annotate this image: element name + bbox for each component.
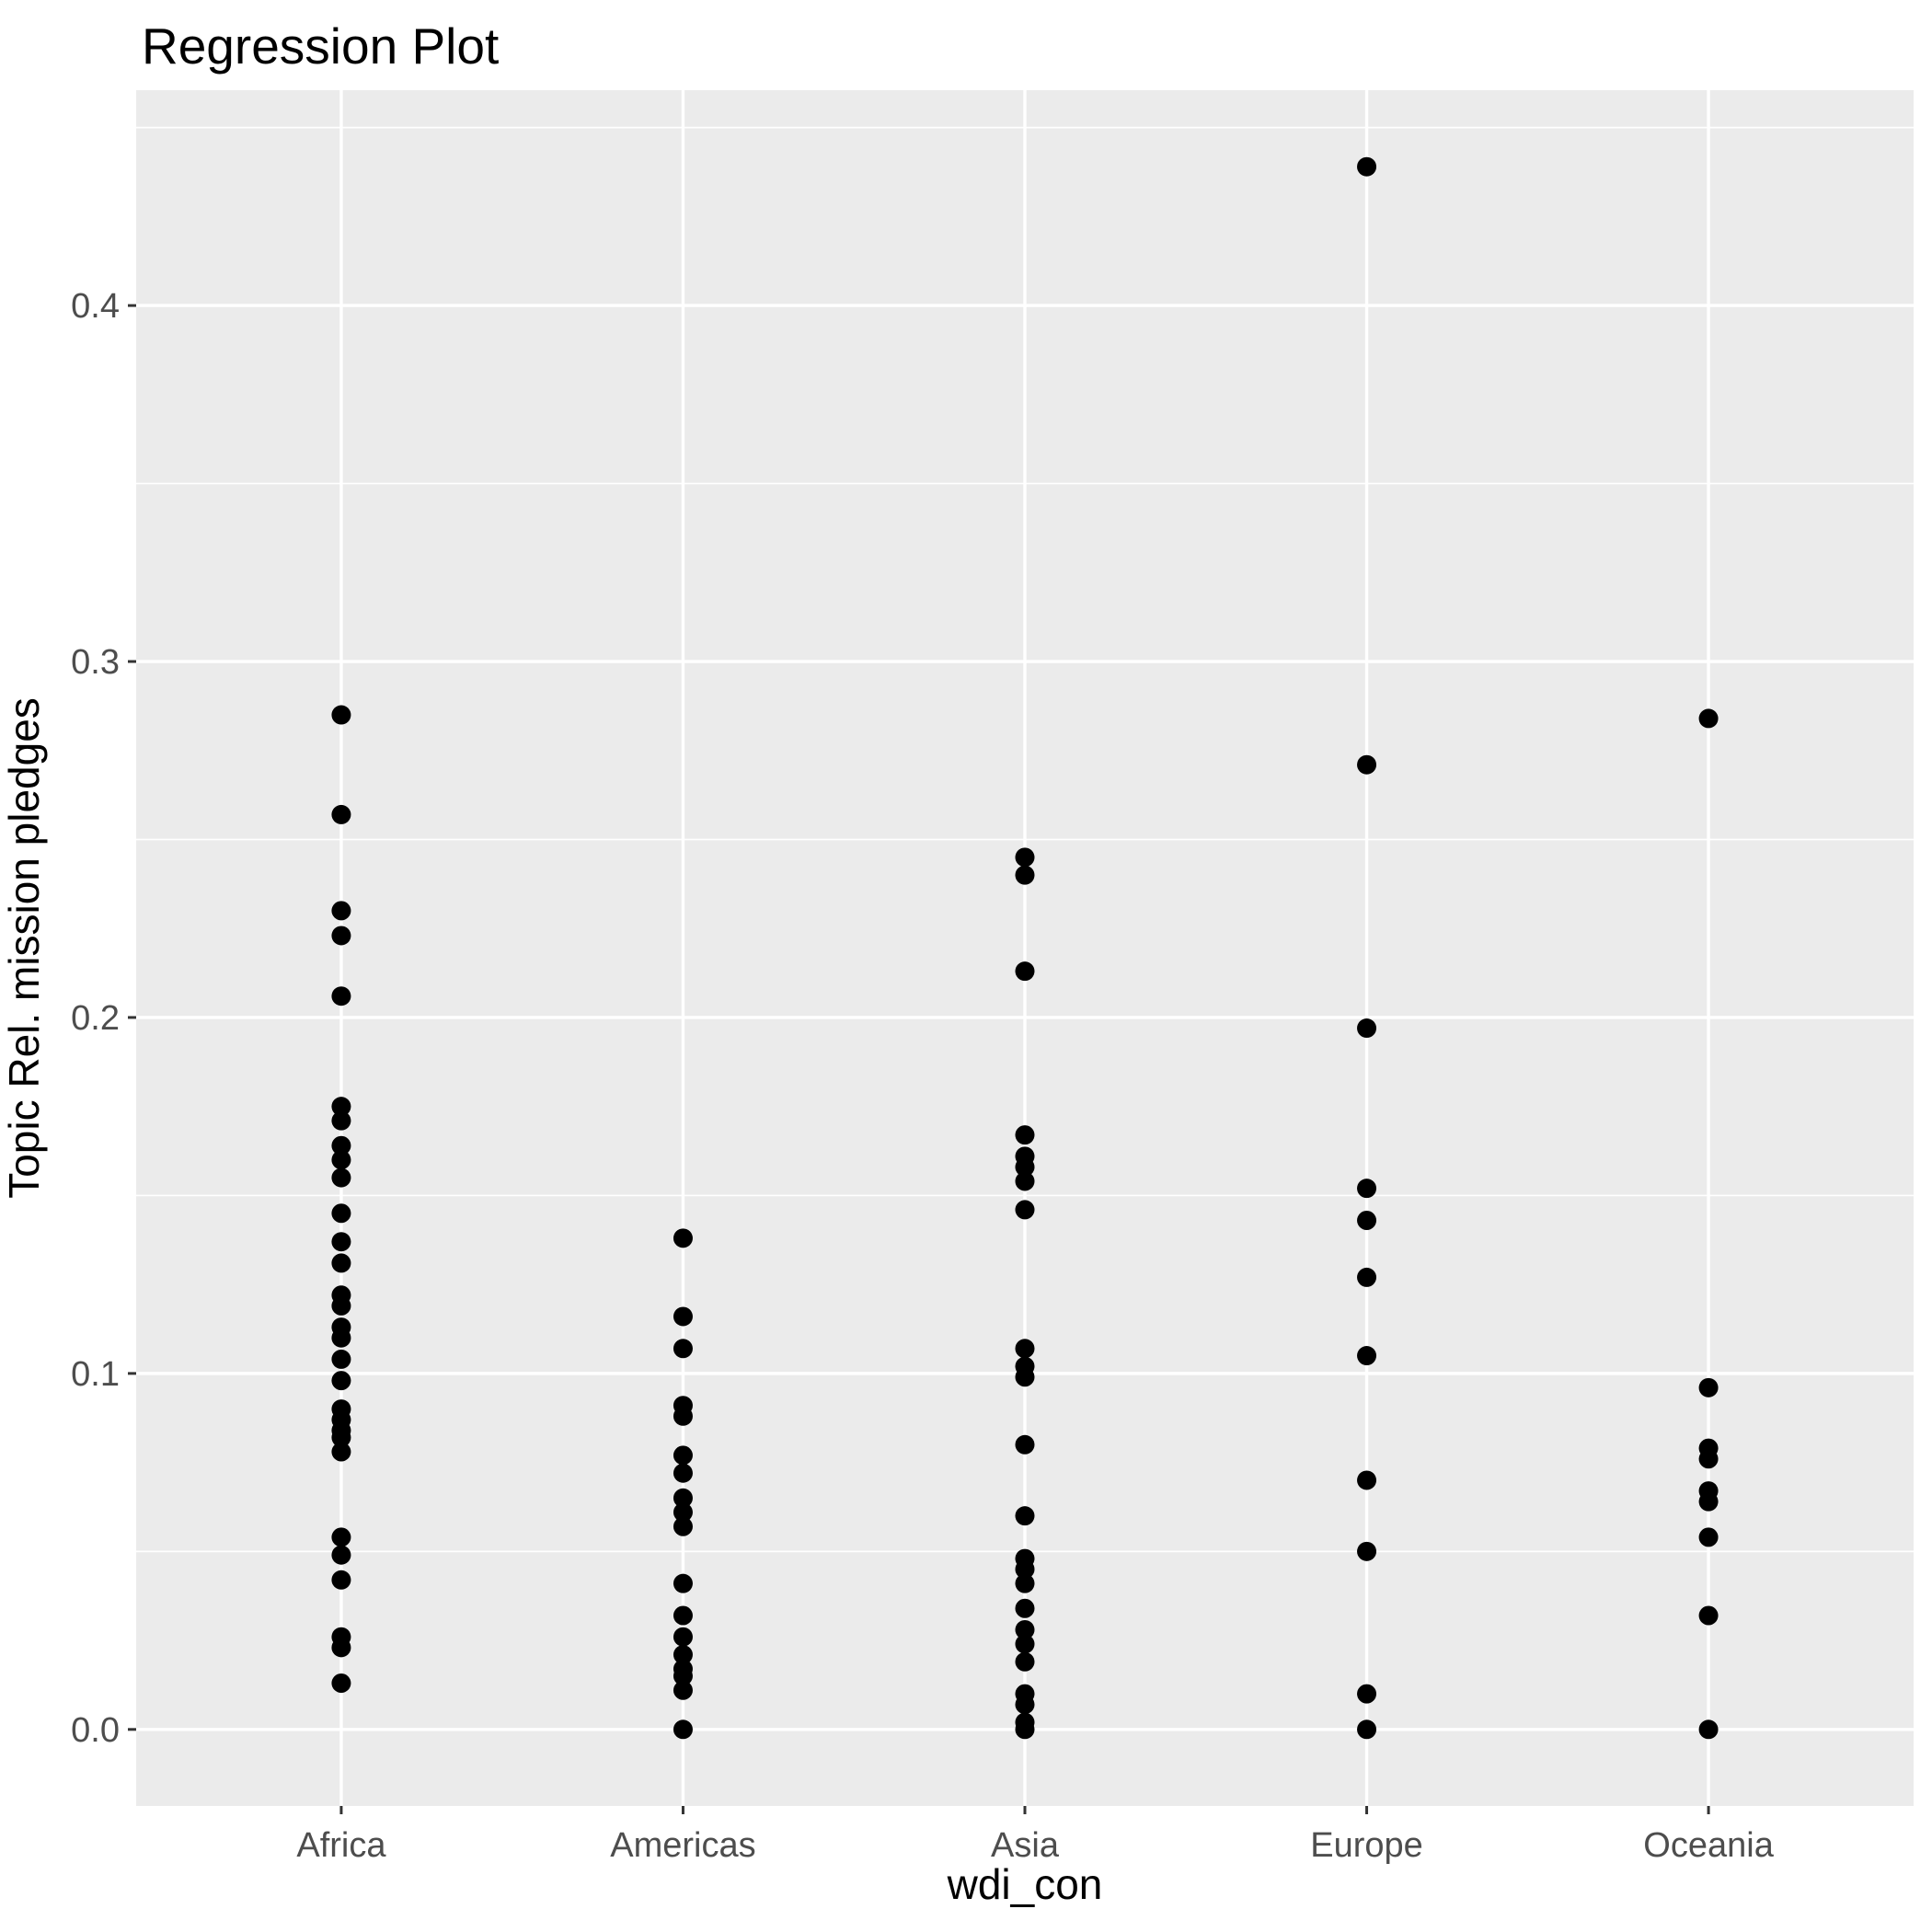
data-point [331, 1232, 351, 1252]
data-point [1357, 1470, 1377, 1490]
data-point [673, 1306, 693, 1327]
data-point [1698, 1527, 1719, 1547]
data-point [673, 1463, 693, 1483]
data-point [1357, 1179, 1377, 1199]
data-point [1357, 1719, 1377, 1740]
data-point [331, 1328, 351, 1348]
y-tick-label: 0.4 [71, 287, 120, 326]
y-tick-label: 0.1 [71, 1355, 120, 1394]
x-axis-title: wdi_con [947, 1860, 1103, 1908]
data-point [1357, 156, 1377, 177]
data-point [1015, 1598, 1035, 1618]
data-point [331, 1110, 351, 1131]
data-point [331, 1428, 351, 1448]
data-point [1015, 1634, 1035, 1654]
x-tick-label: Americas [610, 1826, 755, 1865]
data-point [1015, 1559, 1035, 1580]
data-point [1698, 1449, 1719, 1469]
data-point [331, 1203, 351, 1224]
data-point [331, 1349, 351, 1369]
data-point [331, 804, 351, 824]
data-point [331, 1253, 351, 1273]
data-point [1698, 1719, 1719, 1740]
data-point [1357, 1684, 1377, 1704]
data-point [331, 1371, 351, 1391]
data-point [673, 1228, 693, 1248]
data-point [1357, 1541, 1377, 1561]
data-point [1015, 1619, 1035, 1639]
data-point [673, 1502, 693, 1523]
data-point [331, 901, 351, 921]
data-point [331, 1545, 351, 1565]
data-point [673, 1645, 693, 1665]
data-point [1015, 1339, 1035, 1359]
data-point [331, 1638, 351, 1658]
data-point [331, 1527, 351, 1547]
data-point [331, 1097, 351, 1117]
data-point [1357, 1018, 1377, 1039]
data-point [673, 1339, 693, 1359]
data-point [673, 1573, 693, 1593]
data-point [1357, 1267, 1377, 1287]
y-tick-label: 0.3 [71, 643, 120, 682]
data-point [673, 1719, 693, 1740]
data-point [1015, 1695, 1035, 1715]
data-point [1015, 1171, 1035, 1191]
y-tick-label: 0.0 [71, 1711, 120, 1750]
data-point [1357, 1211, 1377, 1231]
data-point [1015, 865, 1035, 885]
data-point [331, 1442, 351, 1462]
x-tick-label: Africa [296, 1826, 386, 1865]
data-point [1015, 1434, 1035, 1455]
plot-title: Regression Plot [142, 17, 500, 75]
x-tick-label: Europe [1310, 1826, 1423, 1865]
data-point [673, 1445, 693, 1466]
data-point [673, 1605, 693, 1626]
data-point [1015, 961, 1035, 982]
data-point [1015, 1200, 1035, 1220]
data-point [331, 1673, 351, 1694]
data-point [331, 1135, 351, 1156]
data-point [1698, 708, 1719, 729]
y-tick-label: 0.2 [71, 999, 120, 1038]
y-axis-title: Topic Rel. mission pledges [0, 697, 48, 1199]
data-point [1015, 1367, 1035, 1387]
data-point [673, 1406, 693, 1426]
data-point [1357, 754, 1377, 775]
data-point [673, 1680, 693, 1700]
data-point [331, 1150, 351, 1170]
data-point [331, 705, 351, 725]
data-point [1015, 1125, 1035, 1145]
data-point [331, 986, 351, 1006]
data-point [331, 1167, 351, 1188]
x-tick-label: Asia [991, 1826, 1060, 1865]
data-point [673, 1627, 693, 1647]
data-point [1357, 1346, 1377, 1366]
data-point [673, 1488, 693, 1508]
data-point [1015, 1573, 1035, 1593]
data-point [331, 1295, 351, 1316]
data-point [1015, 1156, 1035, 1177]
data-point [1015, 1506, 1035, 1526]
data-point [1015, 1719, 1035, 1740]
data-point [1698, 1605, 1719, 1626]
data-point [1015, 1651, 1035, 1672]
data-point [1015, 847, 1035, 868]
x-tick-label: Oceania [1643, 1826, 1774, 1865]
data-point [673, 1516, 693, 1536]
data-point [1698, 1491, 1719, 1512]
data-point [673, 1666, 693, 1686]
data-point [1698, 1377, 1719, 1397]
data-point [331, 926, 351, 946]
data-point [331, 1570, 351, 1590]
